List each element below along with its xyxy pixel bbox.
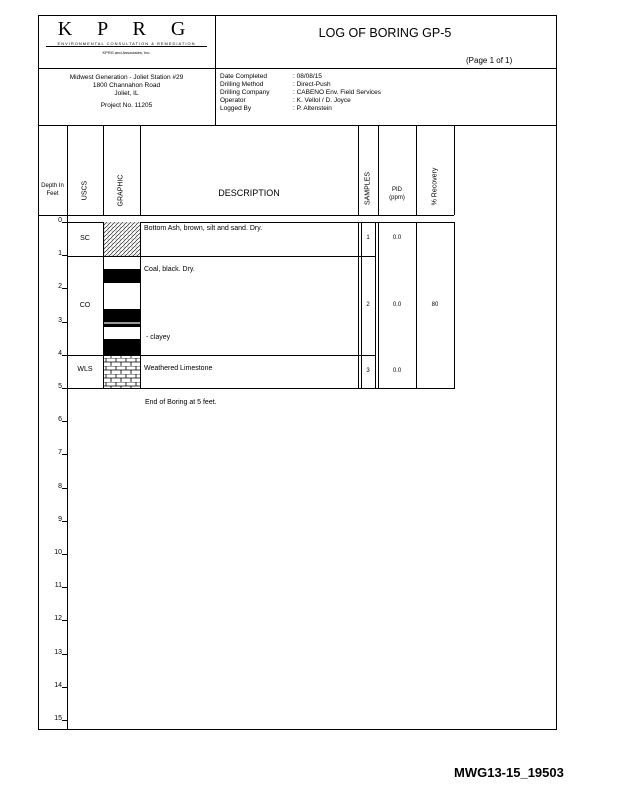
site-info: Midwest Generation - Joliet Station #29 … bbox=[69, 74, 184, 109]
col-recovery: % Recovery bbox=[431, 167, 439, 206]
info-row: Date Completed: 08/08/15 bbox=[220, 73, 322, 80]
depth-tick-label: 10 bbox=[54, 549, 62, 556]
depth-tick-label: 1 bbox=[58, 250, 62, 258]
depth-tick-mark bbox=[62, 587, 67, 589]
pid-value: 0.0 bbox=[392, 235, 402, 241]
depth-tick-label: 13 bbox=[54, 648, 62, 656]
depth-tick-mark bbox=[62, 653, 67, 655]
log-table bbox=[67, 222, 455, 389]
depth-tick-label: 2 bbox=[58, 283, 62, 291]
depth-tick-mark bbox=[62, 620, 67, 622]
uscs-co: CO bbox=[79, 302, 91, 309]
col-graphic: GRAPHIC bbox=[117, 174, 125, 207]
depth-tick-label: 3 bbox=[58, 316, 62, 324]
depth-tick-label: 8 bbox=[58, 482, 62, 490]
col-uscs: USCS bbox=[81, 180, 89, 201]
depth-tick-label: 14 bbox=[54, 681, 62, 689]
depth-tick-mark bbox=[62, 487, 67, 489]
graphic-log bbox=[104, 222, 140, 388]
depth-tick-mark bbox=[62, 686, 67, 688]
depth-tick-label: 9 bbox=[58, 515, 62, 523]
layer-description: Bottom Ash, brown, silt and sand. Dry. bbox=[144, 225, 263, 232]
info-row: Logged By: P. Altenstein bbox=[220, 105, 332, 112]
info-row: Drilling Company: CABENO Env. Field Serv… bbox=[220, 89, 382, 96]
layer-description: Weathered Limestone bbox=[144, 365, 213, 372]
depth-tick-label: 11 bbox=[54, 582, 62, 590]
depth-tick-mark bbox=[62, 354, 67, 356]
col-samples: SAMPLES bbox=[364, 171, 372, 206]
boring-info: Date Completed: 08/08/15 Drilling Method… bbox=[220, 73, 550, 113]
sample-number: 1 bbox=[366, 235, 370, 241]
depth-tick-label: 7 bbox=[58, 449, 62, 457]
depth-tick-mark bbox=[62, 454, 67, 456]
info-row: Drilling Method: Direct-Push bbox=[220, 81, 331, 88]
layer-description: Coal, black. Dry. bbox=[144, 266, 195, 273]
pid-value: 0.0 bbox=[392, 302, 402, 308]
depth-tick-label: 4 bbox=[58, 349, 62, 357]
pattern-limestone-brick bbox=[104, 356, 140, 388]
pid-value: 0.0 bbox=[392, 368, 402, 374]
document-id: MWG13-15_19503 bbox=[454, 765, 564, 780]
depth-tick-label: 0 bbox=[58, 217, 62, 224]
log-frame bbox=[38, 15, 557, 730]
depth-tick-mark bbox=[62, 222, 67, 223]
sample-number: 3 bbox=[366, 368, 370, 374]
col-depth: Depth In Feet bbox=[41, 183, 64, 197]
depth-tick-label: 12 bbox=[54, 615, 62, 623]
depth-tick-label: 5 bbox=[58, 383, 62, 390]
depth-tick-mark bbox=[62, 554, 67, 555]
depth-tick-mark bbox=[62, 520, 67, 522]
info-row: Operator: K. Vellol / D. Joyce bbox=[220, 97, 351, 104]
depth-tick-mark bbox=[62, 255, 67, 257]
layer-note: - clayey bbox=[146, 334, 171, 341]
kprg-logo: K P R G ENVIRONMENTAL CONSULTATION & REM… bbox=[40, 17, 213, 65]
sample-number: 2 bbox=[366, 302, 370, 308]
col-pid: PID (ppm) bbox=[389, 187, 405, 201]
pattern-stipple-hatch bbox=[104, 222, 140, 256]
uscs-sc: SC bbox=[80, 235, 90, 242]
depth-tick-mark bbox=[62, 288, 67, 290]
recovery-value: 80 bbox=[431, 302, 439, 308]
page-title: LOG OF BORING GP-5 bbox=[318, 26, 452, 40]
col-description: DESCRIPTION bbox=[218, 188, 280, 198]
depth-tick-mark bbox=[62, 388, 67, 389]
depth-tick-mark bbox=[62, 720, 67, 721]
pattern-coal-bands bbox=[104, 269, 140, 359]
end-of-boring-note: End of Boring at 5 feet. bbox=[145, 399, 217, 406]
page-number: (Page 1 of 1) bbox=[466, 56, 513, 65]
depth-tick-label: 15 bbox=[54, 715, 62, 722]
depth-tick-mark bbox=[62, 321, 67, 323]
depth-tick-label: 6 bbox=[58, 416, 62, 424]
depth-tick-mark bbox=[62, 421, 67, 423]
uscs-wls: WLS bbox=[77, 366, 93, 373]
